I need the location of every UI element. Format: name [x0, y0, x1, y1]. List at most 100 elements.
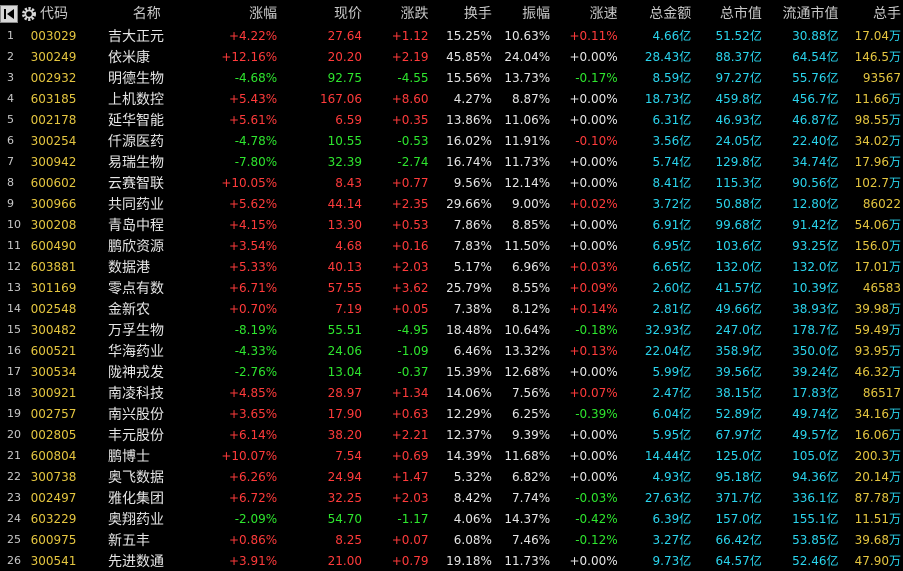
table-row[interactable]: 12 603881 数据港 +5.33% 40.13 +2.03 5.17% 6.96% +0.… [0, 256, 903, 277]
total-volume-unit: 万 [888, 554, 901, 568]
table-row[interactable]: 11 600490 鹏欣资源 +3.54% 4.68 +0.16 7.83% 11.50% +0… [0, 235, 903, 256]
col-header-pct[interactable]: 涨幅 [249, 5, 278, 22]
stock-name: 丰元股份 [90, 424, 206, 445]
rise-speed-value: -0.39% [575, 406, 618, 421]
col-header-change[interactable]: 涨跌 [400, 5, 429, 22]
table-header-row: 代码 名称 涨幅 现价 涨跌 换手 振幅 涨速 总金额 总市值 流通市值 总手 [0, 0, 903, 25]
table-row[interactable]: 17 300534 陇神戎发 -2.76% 13.04 -0.37 15.39% 12.68%… [0, 361, 903, 382]
current-price: 32.39 [279, 151, 364, 172]
market-cap-value: 115.3 [715, 176, 750, 190]
total-amount-unit: 亿 [679, 92, 692, 106]
total-amount: 27.63亿 [620, 487, 694, 508]
turnover-rate-value: 16.02% [446, 133, 492, 148]
col-header-speed[interactable]: 涨速 [589, 5, 618, 22]
table-row[interactable]: 10 300208 青岛中程 +4.15% 13.30 +0.53 7.86% 8.85% +0… [0, 214, 903, 235]
table-row[interactable]: 7 300942 易瑞生物 -7.80% 32.39 -2.74 16.74% 11.73% +… [0, 151, 903, 172]
market-cap: 97.27亿 [693, 67, 764, 88]
rise-speed-value: +0.09% [569, 280, 618, 295]
price-change: +0.63 [364, 403, 430, 424]
total-volume: 16.06万 [841, 424, 903, 445]
rise-speed: +0.03% [552, 256, 619, 277]
row-index: 23 [0, 487, 27, 508]
current-price: 55.51 [279, 319, 364, 340]
total-volume: 93.95万 [841, 340, 903, 361]
price-change: +0.53 [364, 214, 430, 235]
table-row[interactable]: 24 603229 奥翔药业 -2.09% 54.70 -1.17 4.06% 14.37% -… [0, 508, 903, 529]
market-cap-unit: 亿 [749, 260, 762, 274]
col-header-volume[interactable]: 总手 [873, 5, 901, 22]
amplitude: 6.82% [494, 466, 552, 487]
pct-change: +10.07% [206, 445, 280, 466]
col-header-amplitude[interactable]: 振幅 [522, 5, 551, 22]
market-cap-unit: 亿 [749, 92, 762, 106]
col-header-market-cap[interactable]: 总市值 [719, 5, 762, 22]
col-header-turnover[interactable]: 换手 [463, 5, 492, 22]
float-market-cap: 91.42亿 [764, 214, 841, 235]
rise-speed-value: +0.00% [569, 238, 618, 253]
price-change-value: +1.47 [391, 469, 429, 484]
amplitude: 9.00% [494, 193, 552, 214]
total-volume-unit: 万 [888, 407, 901, 421]
rise-speed: +0.02% [552, 193, 619, 214]
table-row[interactable]: 18 300921 南凌科技 +4.85% 28.97 +1.34 14.06% 7.56% +… [0, 382, 903, 403]
total-volume-value: 98.55 [854, 113, 889, 127]
table-row[interactable]: 22 300738 奥飞数据 +6.26% 24.94 +1.47 5.32% 6.82% +0… [0, 466, 903, 487]
table-row[interactable]: 20 002805 丰元股份 +6.14% 38.20 +2.21 12.37% 9.39% +… [0, 424, 903, 445]
amplitude-value: 7.74% [512, 490, 551, 505]
col-header-code[interactable]: 代码 [40, 5, 68, 22]
table-row[interactable]: 9 300966 共同药业 +5.62% 44.14 +2.35 29.66% 9.00% +0… [0, 193, 903, 214]
stock-code: 300942 [27, 151, 90, 172]
market-cap-value: 157.0 [715, 512, 750, 526]
total-volume-value: 156.0 [854, 239, 889, 253]
table-row[interactable]: 19 002757 南兴股份 +3.65% 17.90 +0.63 12.29% 6.25% -… [0, 403, 903, 424]
current-price-value: 92.75 [327, 70, 363, 85]
col-header-name[interactable]: 名称 [132, 5, 161, 22]
float-market-cap-unit: 亿 [826, 176, 839, 190]
row-index-value: 25 [7, 533, 21, 546]
table-row[interactable]: 4 603185 上机数控 +5.43% 167.06 +8.60 4.27% 8.87% +0… [0, 88, 903, 109]
table-row[interactable]: 14 002548 金新农 +0.70% 7.19 +0.05 7.38% 8.12% +0.1… [0, 298, 903, 319]
table-row[interactable]: 1 003029 吉大正元 +4.22% 27.64 +1.12 15.25% 10.63% +… [0, 25, 903, 46]
stock-name: 仟源医药 [90, 130, 206, 151]
pct-change: +3.65% [206, 403, 280, 424]
table-row[interactable]: 25 600975 新五丰 +0.86% 8.25 +0.07 6.08% 7.46% -0.1… [0, 529, 903, 550]
stock-code-value: 600490 [30, 238, 77, 253]
col-header-float-cap[interactable]: 流通市值 [782, 5, 839, 22]
rise-speed: +0.07% [552, 382, 619, 403]
current-price: 44.14 [279, 193, 364, 214]
table-row[interactable]: 16 600521 华海药业 -4.33% 24.06 -1.09 6.46% 13.32% +… [0, 340, 903, 361]
stock-code-value: 002178 [30, 112, 77, 127]
market-cap: 132.0亿 [693, 256, 764, 277]
table-row[interactable]: 8 600602 云赛智联 +10.05% 8.43 +0.77 9.56% 12.14% +0… [0, 172, 903, 193]
price-change: +2.19 [364, 46, 430, 67]
price-change-value: -2.74 [397, 154, 429, 169]
table-row[interactable]: 6 300254 仟源医药 -4.78% 10.55 -0.53 16.02% 11.91% -… [0, 130, 903, 151]
row-index: 26 [0, 550, 27, 571]
table-row[interactable]: 26 300541 先进数通 +3.91% 21.00 +0.79 19.18% 11.73%… [0, 550, 903, 571]
market-cap: 125.0亿 [693, 445, 764, 466]
table-row[interactable]: 5 002178 延华智能 +5.61% 6.59 +0.35 13.86% 11.06% +0… [0, 109, 903, 130]
market-cap-unit: 亿 [749, 407, 762, 421]
market-cap-unit: 亿 [749, 512, 762, 526]
float-market-cap-value: 91.42 [792, 218, 827, 232]
table-row[interactable]: 13 301169 零点有数 +6.71% 57.55 +3.62 25.79% 8.55% +… [0, 277, 903, 298]
float-market-cap: 12.80亿 [764, 193, 841, 214]
gear-icon[interactable] [20, 5, 38, 23]
market-cap-value: 125.0 [715, 449, 750, 463]
price-change: -0.37 [364, 361, 430, 382]
table-row[interactable]: 21 600804 鹏博士 +10.07% 7.54 +0.69 14.39% 11.68% +… [0, 445, 903, 466]
col-header-price[interactable]: 现价 [334, 5, 363, 22]
total-amount-unit: 亿 [679, 386, 692, 400]
stock-code: 002548 [27, 298, 90, 319]
table-row[interactable]: 3 002932 明德生物 -4.68% 92.75 -4.55 15.56% 13.73% -… [0, 67, 903, 88]
table-row[interactable]: 15 300482 万孚生物 -8.19% 55.51 -4.95 18.48% 10.64%… [0, 319, 903, 340]
table-row[interactable]: 2 300249 依米康 +12.16% 20.20 +2.19 45.85% 24.04% +… [0, 46, 903, 67]
col-header-amount[interactable]: 总金额 [649, 5, 692, 22]
pct-change: +4.22% [206, 25, 280, 46]
collapse-left-icon[interactable] [0, 4, 18, 23]
row-index: 9 [0, 193, 27, 214]
table-row[interactable]: 23 002497 雅化集团 +6.72% 32.25 +2.03 8.42% 7.74% -0… [0, 487, 903, 508]
price-change: +1.12 [364, 25, 430, 46]
stock-code-value: 300738 [30, 469, 77, 484]
